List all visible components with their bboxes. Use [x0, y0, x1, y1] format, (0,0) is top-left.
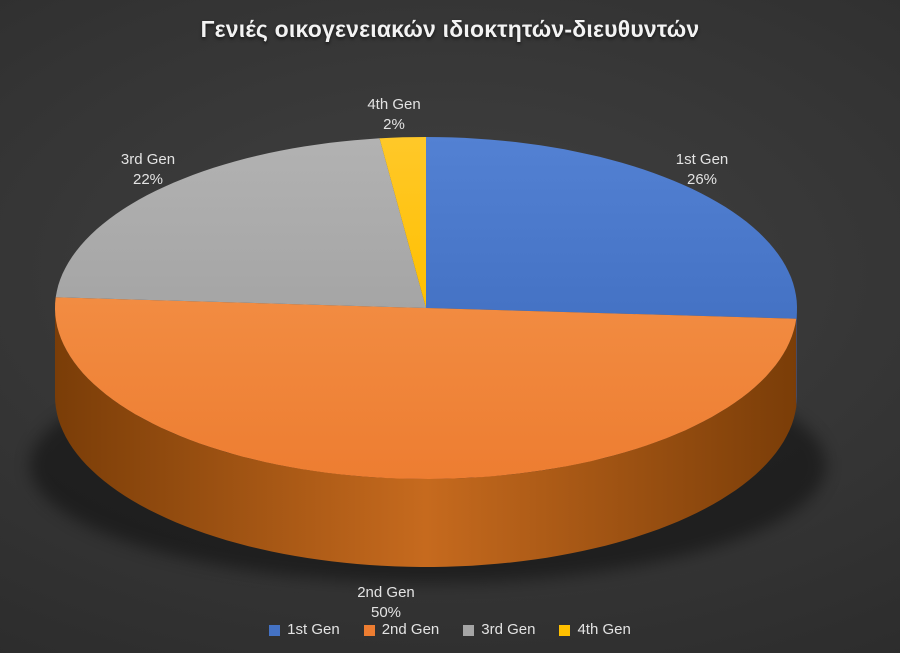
data-label-percent: 26%: [687, 171, 717, 188]
legend-swatch-icon: [559, 624, 571, 636]
legend-item-4th-gen[interactable]: 4th Gen: [559, 621, 631, 638]
legend-swatch-icon: [363, 624, 375, 636]
legend-label: 1st Gen: [287, 621, 340, 638]
pie-slice-2nd-gen[interactable]: [55, 297, 797, 479]
legend-label: 3rd Gen: [481, 621, 536, 638]
data-label-percent: 2%: [383, 116, 405, 133]
data-label-category: 1st Gen: [676, 151, 729, 168]
data-label-category: 4th Gen: [367, 96, 420, 113]
data-label-category: 3rd Gen: [121, 151, 175, 168]
legend-label: 2nd Gen: [381, 621, 440, 638]
data-label-percent: 22%: [133, 171, 163, 188]
pie-slice-side-2nd-gen[interactable]: [55, 308, 797, 567]
legend-label: 4th Gen: [577, 621, 631, 638]
legend-swatch-icon: [463, 624, 475, 636]
data-label-category: 2nd Gen: [357, 584, 415, 601]
pie-slice-side-1st-gen[interactable]: [796, 308, 797, 407]
legend-swatch-icon: [269, 624, 281, 636]
legend-item-2nd-gen[interactable]: 2nd Gen: [363, 621, 440, 638]
chart-title: Γενιές οικογενειακών ιδιοκτητών-διευθυντ…: [200, 16, 700, 42]
pie-slice-4th-gen[interactable]: [379, 137, 427, 308]
legend-item-3rd-gen[interactable]: 3rd Gen: [463, 621, 535, 638]
data-label-percent: 50%: [371, 604, 401, 621]
chart-legend: 1st Gen 2nd Gen 3rd Gen 4th Gen: [0, 621, 900, 638]
pie-slice-1st-gen[interactable]: [426, 137, 797, 319]
legend-item-1st-gen[interactable]: 1st Gen: [269, 621, 340, 638]
pie-slice-3rd-gen[interactable]: [55, 138, 426, 308]
